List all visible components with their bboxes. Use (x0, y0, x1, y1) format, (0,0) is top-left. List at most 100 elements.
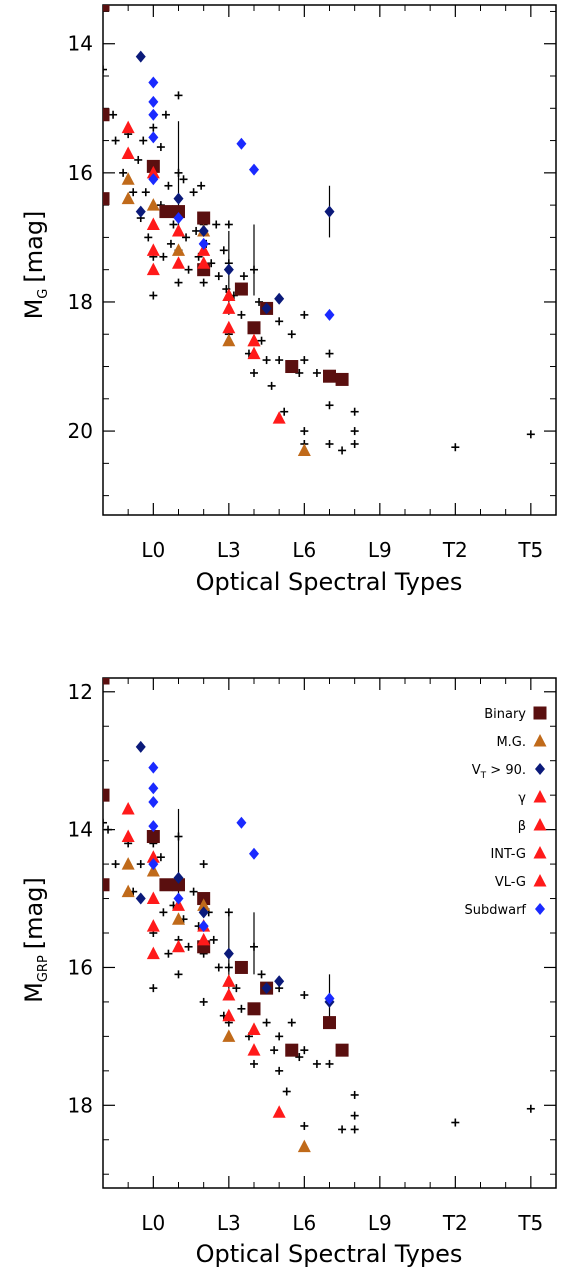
field-point (262, 356, 271, 365)
vt-point (173, 192, 184, 205)
plot-area (103, 678, 535, 1153)
binary-point (146, 830, 160, 844)
field-point (262, 1018, 271, 1027)
tick-labels-bottom: L0 L3 L6 L9 T2 T5 12 14 16 18 (68, 680, 544, 1235)
legend-label-text: β (518, 819, 526, 834)
mg-point (121, 191, 135, 205)
mg-point (172, 243, 185, 256)
field-point (189, 188, 198, 197)
field-point (280, 407, 289, 416)
vt-point (223, 263, 234, 276)
field-point (149, 291, 158, 300)
field-point (325, 401, 334, 410)
field-point (184, 942, 193, 951)
legend-label: VL-G (495, 875, 526, 890)
legend-label-sub: T (480, 771, 487, 781)
field-point (159, 252, 168, 261)
binary-point (159, 205, 173, 219)
field-point (134, 155, 143, 164)
legend-label-text: γ (518, 791, 526, 806)
mg-point (121, 172, 135, 185)
field-point (224, 220, 233, 229)
red-point (172, 256, 185, 269)
field-point (166, 239, 175, 248)
plot-frame-bottom (102, 677, 557, 1189)
y-tick-label: 12 (68, 680, 93, 704)
y-tick-label: 16 (68, 161, 93, 185)
binary-point (159, 878, 173, 892)
field-point (139, 136, 148, 145)
vt-point (274, 975, 285, 988)
field-point (526, 430, 535, 439)
legend-label: γ (518, 791, 526, 806)
red-point (222, 974, 236, 987)
binary-point (247, 321, 261, 335)
subdwarf-point (324, 308, 335, 321)
x-tick-label: T2 (442, 538, 468, 562)
field-point (119, 168, 128, 177)
y-tick-label: 14 (68, 32, 93, 56)
subdwarf-point (148, 761, 159, 774)
field-point (197, 181, 206, 190)
red-point (272, 1105, 286, 1118)
plot-area (103, 5, 535, 456)
legend-label: β (518, 819, 526, 834)
field-point (275, 1032, 284, 1041)
red-point (222, 301, 236, 314)
field-point (350, 439, 359, 448)
red-point (272, 411, 286, 424)
mg-point (121, 884, 135, 898)
red-point (121, 146, 135, 159)
field-point (250, 942, 258, 951)
x-tick-label: L3 (217, 1211, 241, 1235)
red-point (247, 1022, 261, 1035)
mg-point (146, 863, 160, 877)
field-point (109, 110, 118, 119)
binary-point (285, 1043, 299, 1057)
legend-label-text: V (472, 763, 481, 778)
field-point (174, 91, 183, 100)
field-point (212, 220, 221, 229)
legend-label-text: VL-G (495, 875, 526, 890)
subdwarf-point (249, 847, 259, 860)
x-axis-title-bottom: Optical Spectral Types (196, 1240, 463, 1268)
x-tick-label: L6 (292, 538, 316, 562)
y-axis-title-bottom-main: M (20, 982, 48, 1003)
binary-point (323, 1016, 336, 1030)
mg-point (121, 857, 135, 870)
red-point (247, 346, 261, 360)
x-tick-label: T2 (442, 1211, 468, 1235)
legend-label-text: INT-G (490, 847, 526, 862)
field-point (300, 427, 309, 436)
subdwarf-point (148, 108, 159, 121)
field-point (141, 188, 150, 197)
field-point (250, 368, 258, 377)
red-point (146, 919, 160, 932)
y-axis-title-top-main: M (20, 299, 48, 320)
y-axis-title-bottom-sub: GRP (36, 955, 51, 982)
field-point (325, 349, 334, 358)
red-point (172, 223, 185, 237)
field-point (161, 110, 170, 119)
red-point (146, 262, 160, 276)
field-point (350, 1111, 359, 1120)
field-point (159, 908, 168, 917)
field-point (350, 1090, 359, 1099)
binary-point (103, 788, 110, 802)
x-tick-label: L6 (292, 1211, 316, 1235)
y-axis-title-bottom-unit: [mag] (20, 877, 48, 949)
vt-point (274, 292, 285, 305)
field-point (350, 427, 359, 436)
field-point (232, 984, 241, 993)
vt-point (198, 224, 209, 237)
subdwarf-point (148, 131, 159, 144)
binary-point (103, 678, 110, 685)
field-point (103, 818, 107, 827)
field-point (270, 1046, 279, 1055)
red-point (222, 288, 236, 302)
field-point (282, 1087, 291, 1096)
vt-point (173, 871, 184, 884)
field-point (287, 330, 296, 339)
vt-point (135, 50, 146, 63)
legend-label-suffix: > 90. (486, 763, 526, 778)
